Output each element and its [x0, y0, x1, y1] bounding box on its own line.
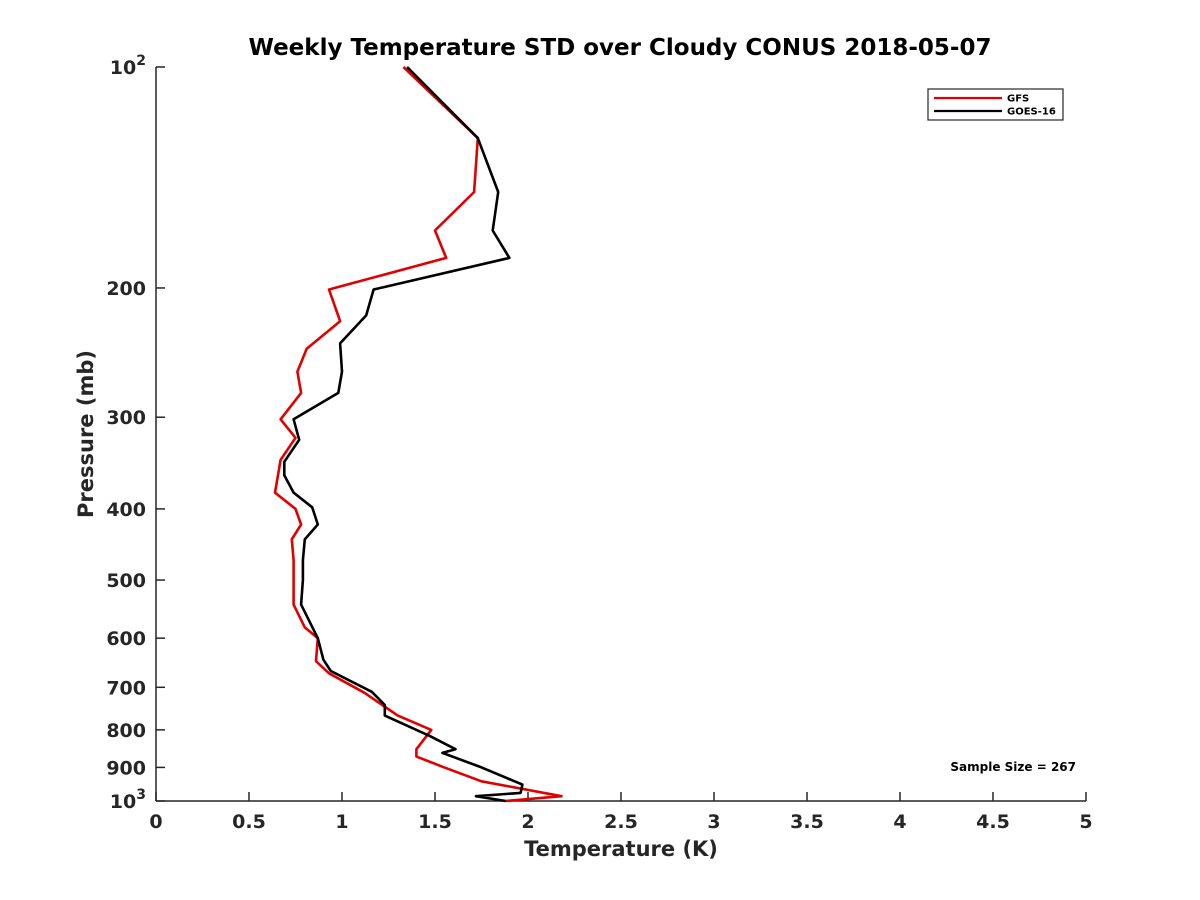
legend-label-goes16: GOES-16: [1007, 107, 1056, 118]
x-tick-label-10: 5: [1079, 811, 1092, 833]
y-tick-label-9: 103: [110, 787, 146, 813]
y-axis-label: Pressure (mb): [74, 350, 98, 518]
y-tick-label-8: 900: [106, 757, 146, 779]
y-tick-label-2: 300: [106, 407, 146, 429]
x-tick-label-3: 1.5: [418, 811, 452, 833]
legend-box: [927, 88, 1064, 121]
x-tick-label-8: 4: [893, 811, 906, 833]
legend-label-gfs: GFS: [1007, 94, 1029, 105]
axes: [155, 67, 1086, 802]
x-tick-label-0: 0: [149, 811, 162, 833]
y-tick-label-0: 102: [110, 53, 146, 79]
x-ticks: 0 0.5 1 1.5 2 2.5 3 3.5 4 4.5 5: [149, 792, 1093, 833]
series-line-gfs: [273, 66, 563, 803]
y-ticks: 102 200 300 400 500 600 700 800 900 103: [106, 53, 165, 813]
y-tick-label-1: 200: [106, 278, 146, 300]
x-axis-label: Temperature (K): [524, 837, 718, 861]
y-tick-label-3: 400: [106, 499, 146, 521]
sample-size-annotation: Sample Size = 267: [950, 760, 1076, 774]
x-tick-label-2: 1: [335, 811, 348, 833]
chart-title: Weekly Temperature STD over Cloudy CONUS…: [249, 35, 992, 61]
legend: GFS GOES-16: [927, 88, 1064, 121]
x-tick-label-6: 3: [707, 811, 720, 833]
x-tick-label-1: 0.5: [232, 811, 266, 833]
x-tick-label-5: 2.5: [604, 811, 638, 833]
y-tick-label-5: 600: [106, 628, 146, 650]
x-tick-label-9: 4.5: [976, 811, 1010, 833]
x-tick-label-4: 2: [521, 811, 534, 833]
y-tick-label-4: 500: [106, 570, 146, 592]
series-line-goes16: [282, 66, 524, 803]
x-tick-label-7: 3.5: [790, 811, 824, 833]
y-tick-label-7: 800: [106, 720, 146, 742]
y-tick-label-6: 700: [106, 677, 146, 699]
series-group: [273, 66, 563, 803]
